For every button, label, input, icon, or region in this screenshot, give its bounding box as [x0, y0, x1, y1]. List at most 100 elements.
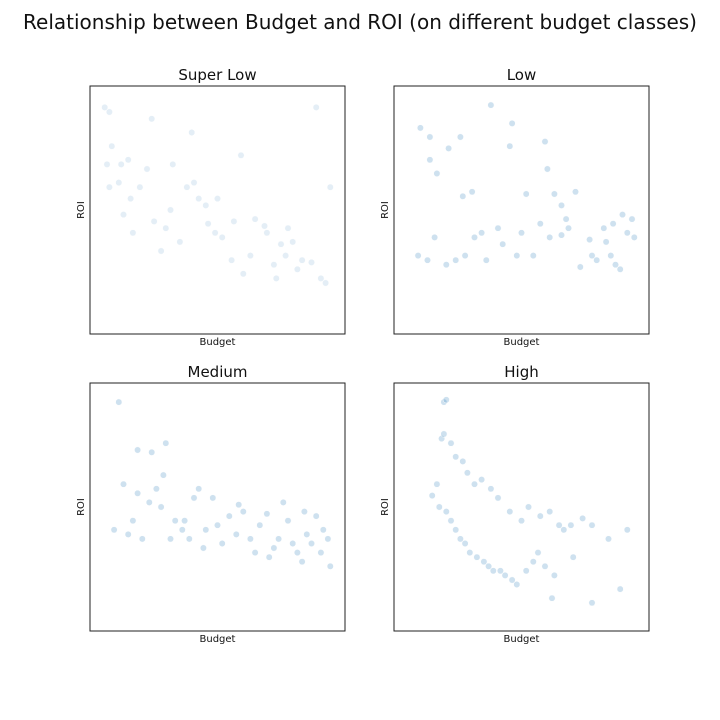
scatter-point: [525, 503, 532, 511]
scatter-point: [482, 256, 490, 264]
scatter-point: [162, 224, 170, 232]
scatter-point: [239, 270, 247, 278]
scatter-point: [452, 453, 460, 461]
scatter-point: [433, 170, 441, 177]
scatter-point: [157, 503, 165, 511]
scatter-point: [251, 215, 259, 223]
scatter-point: [541, 562, 549, 570]
scatter-point: [225, 512, 233, 520]
scatter-point: [105, 108, 113, 116]
scatter-point: [284, 224, 292, 232]
scatter-point: [572, 188, 579, 196]
scatter-point: [308, 258, 315, 266]
plot-area-frame: [393, 382, 650, 632]
scatter-point: [169, 160, 177, 168]
scatter-point: [136, 183, 144, 191]
scatter-point: [426, 156, 434, 164]
scatter-point: [518, 229, 525, 237]
scatter-points: [428, 396, 631, 607]
scatter-point: [263, 229, 271, 237]
scatter-point: [129, 517, 137, 525]
scatter-point: [471, 480, 478, 488]
scatter-point: [623, 229, 631, 237]
scatter-point: [445, 144, 453, 152]
scatter-point: [529, 252, 537, 260]
scatter-point: [265, 553, 273, 561]
scatter-point: [546, 508, 554, 516]
scatter-point: [209, 494, 217, 502]
scatter-point: [461, 540, 469, 547]
scatter-point: [324, 535, 332, 543]
scatter-point: [124, 156, 132, 164]
scatter-point: [619, 211, 626, 219]
panel-title: Medium: [188, 363, 248, 381]
scatter-point: [442, 396, 450, 404]
scatter-point: [499, 240, 507, 248]
scatter-point: [202, 526, 210, 534]
scatter-point: [478, 476, 486, 484]
scatter-point: [506, 508, 514, 516]
scatter-point: [145, 498, 153, 506]
scatter-point: [178, 526, 186, 534]
panel-medium: Medium Budget ROI: [76, 363, 346, 645]
panel-high: High Budget ROI: [380, 363, 650, 645]
scatter-point: [426, 133, 434, 141]
scatter-point: [433, 480, 441, 488]
scatter-point: [218, 540, 226, 547]
scatter-point: [143, 165, 151, 173]
scatter-point: [548, 594, 556, 602]
scatter-point: [576, 263, 584, 271]
scatter-point: [218, 233, 226, 241]
scatter-point: [124, 530, 132, 538]
panel-title: Low: [507, 66, 537, 84]
scatter-point: [456, 535, 464, 543]
scatter-point: [115, 179, 123, 187]
y-axis-label: ROI: [380, 201, 391, 219]
scatter-point: [195, 195, 203, 203]
scatter-point: [214, 195, 221, 203]
scatter-point: [628, 215, 636, 223]
y-axis-label: ROI: [76, 498, 87, 516]
scatter-point: [579, 514, 587, 522]
scatter-point: [414, 252, 422, 260]
y-axis-label: ROI: [76, 201, 87, 219]
scatter-point: [452, 526, 460, 534]
scatter-point: [270, 544, 278, 552]
scatter-point: [473, 553, 481, 561]
scatter-point: [232, 530, 240, 538]
scatter-point: [289, 540, 297, 547]
scatter-point: [183, 183, 191, 191]
scatter-point: [428, 492, 436, 500]
scatter-point: [185, 535, 193, 543]
scatter-point: [534, 549, 542, 557]
scatter-point: [129, 229, 137, 237]
scatter-point: [190, 179, 198, 187]
scatter-point: [171, 517, 179, 525]
scatter-point: [424, 256, 431, 264]
scatter-point: [190, 494, 198, 502]
scatter-point: [459, 457, 467, 465]
scatter-point: [480, 558, 488, 566]
scatter-point: [605, 535, 612, 543]
scatter-point: [303, 530, 311, 538]
scatter-point: [298, 256, 306, 264]
scatter-point: [148, 448, 156, 456]
scatter-point: [560, 526, 568, 534]
scatter-point: [550, 571, 558, 579]
scatter-point: [513, 252, 521, 260]
scatter-point: [555, 521, 563, 529]
scatter-point: [237, 151, 245, 159]
scatter-point: [616, 265, 624, 273]
scatter-point: [586, 236, 594, 244]
scatter-point: [487, 101, 495, 109]
scatter-point: [103, 160, 111, 168]
scatter-point: [508, 576, 516, 584]
scatter-point: [101, 103, 109, 111]
scatter-point: [567, 521, 575, 529]
scatter-point: [506, 142, 514, 150]
scatter-point: [162, 439, 170, 447]
figure-title: Relationship between Budget and ROI (on …: [23, 10, 697, 34]
scatter-point: [501, 571, 509, 579]
scatter-point: [134, 489, 142, 497]
scatter-point: [308, 540, 315, 547]
